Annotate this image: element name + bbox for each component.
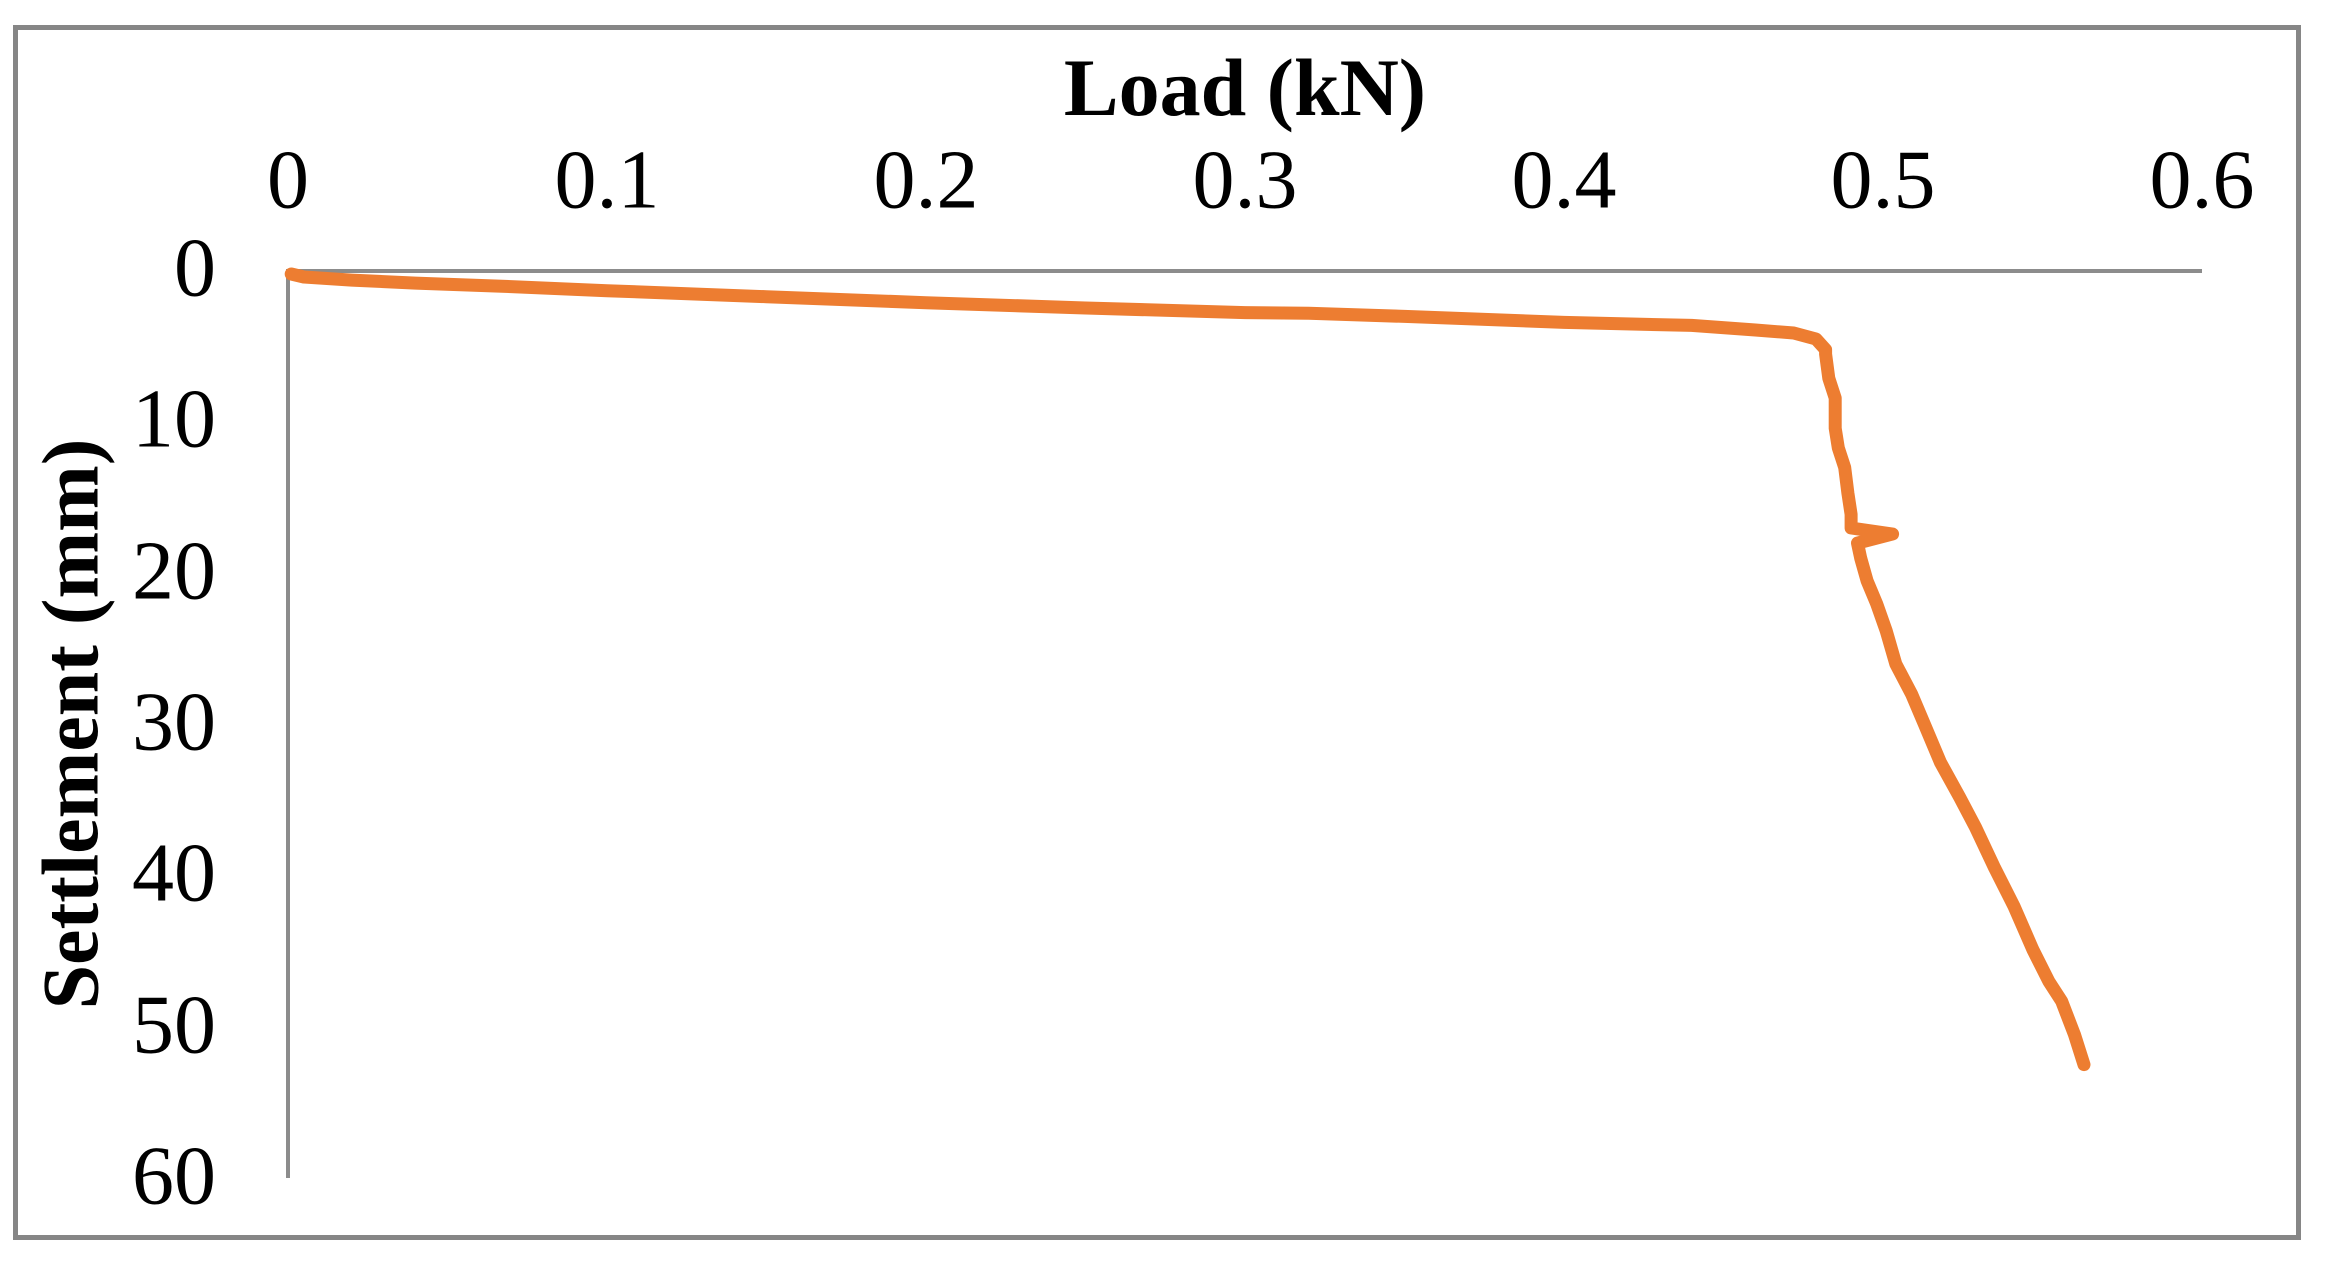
y-tick-30: 30 bbox=[132, 675, 216, 769]
y-tick-20: 20 bbox=[132, 524, 216, 618]
y-axis-title: Settlement (mm) bbox=[27, 438, 116, 1010]
x-tick-0_3: 0.3 bbox=[1192, 133, 1298, 227]
x-tick-0_2: 0.2 bbox=[873, 133, 979, 227]
y-tick-0: 0 bbox=[174, 221, 216, 315]
load-settlement-curve bbox=[284, 267, 2091, 1072]
y-tick-60: 60 bbox=[132, 1129, 216, 1223]
x-tick-0: 0 bbox=[267, 133, 309, 227]
x-tick-0_4: 0.4 bbox=[1511, 133, 1617, 227]
chart-frame bbox=[13, 25, 2301, 1240]
y-tick-50: 50 bbox=[132, 978, 216, 1072]
x-axis-title: Load (kN) bbox=[1063, 42, 1427, 133]
x-tick-0_5: 0.5 bbox=[1830, 133, 1936, 227]
x-tick-0_6: 0.6 bbox=[2149, 133, 2255, 227]
x-tick-0_1: 0.1 bbox=[554, 133, 660, 227]
y-tick-10: 10 bbox=[132, 372, 216, 466]
y-tick-40: 40 bbox=[132, 826, 216, 920]
